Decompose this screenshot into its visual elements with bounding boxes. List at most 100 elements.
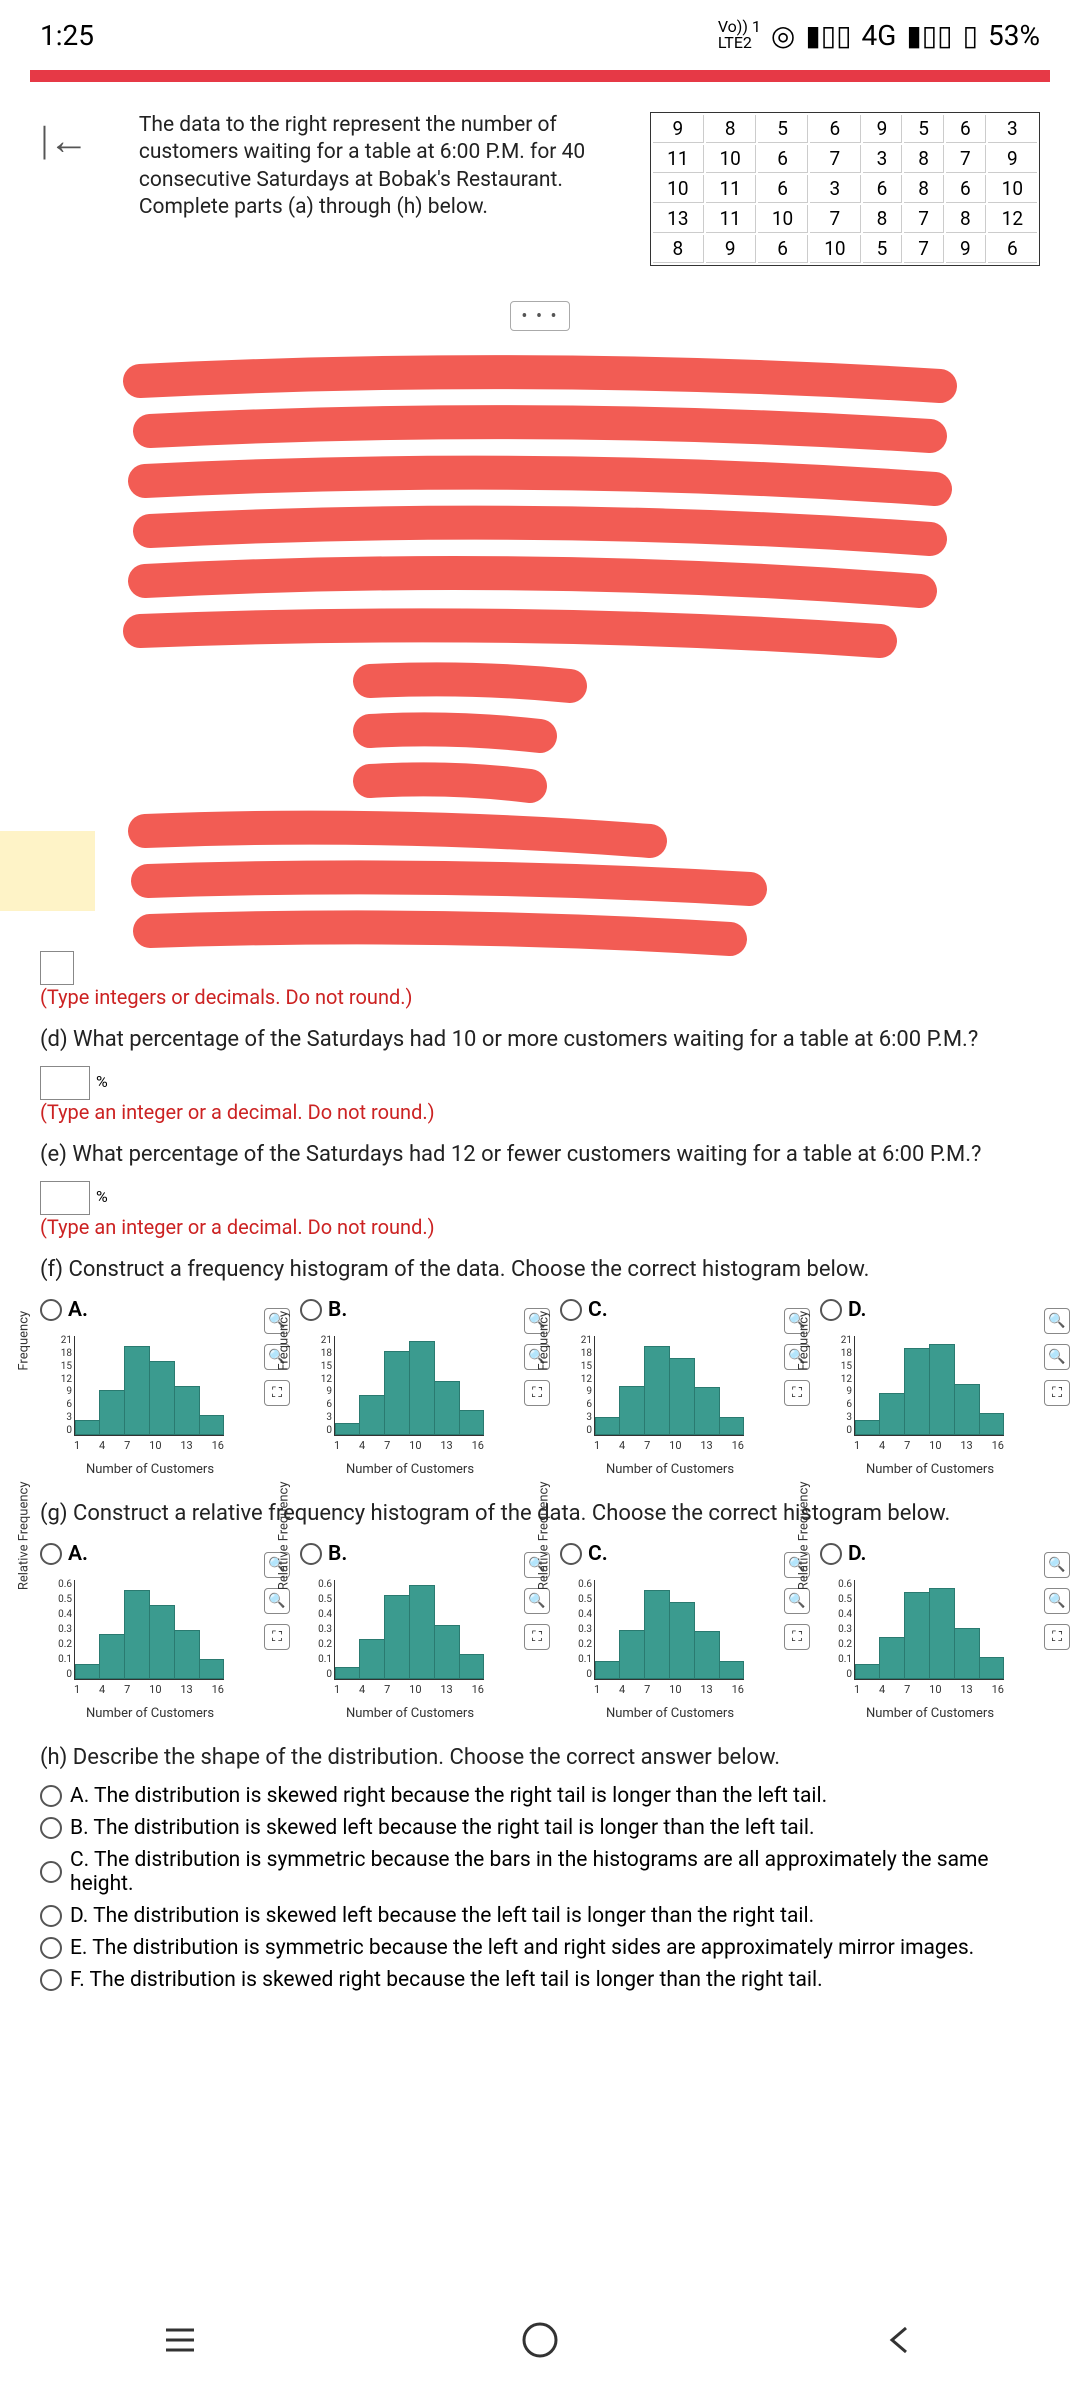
data-cell: 3: [810, 175, 860, 203]
zoom-out-icon[interactable]: 🔍: [264, 1588, 290, 1614]
chart-option[interactable]: B. Relative Frequency 00.10.20.30.40.50.…: [300, 1542, 520, 1721]
more-button[interactable]: • • •: [510, 301, 570, 331]
radio[interactable]: [40, 1299, 62, 1321]
data-cell: 8: [653, 235, 703, 263]
y-axis-label: Relative Frequency: [537, 1481, 552, 1590]
data-cell: 8: [904, 145, 944, 173]
radio[interactable]: [820, 1543, 842, 1565]
option-label: C.: [588, 1298, 608, 1322]
data-cell: 11: [653, 145, 703, 173]
input-e[interactable]: [40, 1181, 90, 1215]
radio[interactable]: [300, 1543, 322, 1565]
expand-icon[interactable]: ⛶: [1044, 1624, 1070, 1650]
answer-option[interactable]: F. The distribution is skewed right beca…: [40, 1968, 1040, 1992]
radio[interactable]: [40, 1969, 62, 1991]
back-button[interactable]: |←: [40, 117, 89, 164]
radio[interactable]: [40, 1785, 62, 1807]
data-cell: 9: [988, 145, 1037, 173]
data-cell: 10: [988, 175, 1037, 203]
option-label: D.: [848, 1542, 867, 1566]
x-ticks: 147101316: [594, 1683, 744, 1696]
y-ticks: 00.10.20.30.40.50.6: [820, 1580, 852, 1680]
data-cell: 8: [863, 205, 903, 233]
answer-option[interactable]: C. The distribution is symmetric because…: [40, 1848, 1040, 1896]
radio[interactable]: [820, 1299, 842, 1321]
data-cell: 9: [706, 235, 756, 263]
y-ticks: 036912151821: [560, 1336, 592, 1436]
expand-icon[interactable]: ⛶: [784, 1624, 810, 1650]
y-ticks: 00.10.20.30.40.50.6: [300, 1580, 332, 1680]
radio[interactable]: [560, 1299, 582, 1321]
data-cell: 5: [863, 235, 903, 263]
expand-icon[interactable]: ⛶: [524, 1380, 550, 1406]
answer-option[interactable]: D. The distribution is skewed left becau…: [40, 1904, 1040, 1928]
question-d: (d) What percentage of the Saturdays had…: [40, 1023, 1040, 1056]
battery-pct: 53%: [988, 19, 1040, 52]
x-ticks: 147101316: [74, 1439, 224, 1452]
chart-option[interactable]: C. Relative Frequency 00.10.20.30.40.50.…: [560, 1542, 780, 1721]
data-cell: 7: [904, 205, 944, 233]
zoom-out-icon[interactable]: 🔍: [1044, 1344, 1070, 1370]
expand-icon[interactable]: ⛶: [264, 1380, 290, 1406]
histogram-bars: [594, 1580, 744, 1680]
data-cell: 6: [946, 115, 986, 143]
chart-option[interactable]: A. Relative Frequency 00.10.20.30.40.50.…: [40, 1542, 260, 1721]
lte-icon: Vo)) 1 LTE2: [718, 19, 761, 51]
answer-option[interactable]: A. The distribution is skewed right beca…: [40, 1784, 1040, 1808]
chart-option[interactable]: A. Frequency 036912151821 147101316 Numb…: [40, 1298, 260, 1477]
input-d[interactable]: [40, 1066, 90, 1100]
y-axis-label: Relative Frequency: [797, 1481, 812, 1590]
data-cell: 7: [810, 145, 860, 173]
zoom-in-icon[interactable]: 🔍: [1044, 1308, 1070, 1334]
option-label: B.: [328, 1298, 347, 1322]
radio[interactable]: [40, 1905, 62, 1927]
data-cell: 6: [758, 175, 808, 203]
radio[interactable]: [40, 1817, 62, 1839]
data-cell: 8: [946, 205, 986, 233]
y-axis-label: Relative Frequency: [277, 1481, 292, 1590]
expand-icon[interactable]: ⛶: [784, 1380, 810, 1406]
recent-apps-button[interactable]: [156, 2316, 204, 2364]
home-button[interactable]: [516, 2316, 564, 2364]
data-cell: 6: [946, 175, 986, 203]
y-axis-label: Frequency: [537, 1311, 552, 1371]
radio[interactable]: [40, 1861, 62, 1883]
zoom-out-icon[interactable]: 🔍: [524, 1588, 550, 1614]
progress-bar: [30, 70, 1050, 82]
histogram-bars: [74, 1580, 224, 1680]
data-cell: 13: [653, 205, 703, 233]
y-axis-label: Relative Frequency: [17, 1481, 32, 1590]
expand-icon[interactable]: ⛶: [524, 1624, 550, 1650]
zoom-out-icon[interactable]: 🔍: [784, 1588, 810, 1614]
x-ticks: 147101316: [594, 1439, 744, 1452]
chart-option[interactable]: D. Relative Frequency 00.10.20.30.40.50.…: [820, 1542, 1040, 1721]
x-axis-label: Number of Customers: [40, 1706, 260, 1721]
option-text: E. The distribution is symmetric because…: [70, 1936, 974, 1960]
answer-option[interactable]: E. The distribution is symmetric because…: [40, 1936, 1040, 1960]
back-nav-button[interactable]: [876, 2316, 924, 2364]
x-ticks: 147101316: [74, 1683, 224, 1696]
radio[interactable]: [40, 1937, 62, 1959]
zoom-in-icon[interactable]: 🔍: [1044, 1552, 1070, 1578]
x-ticks: 147101316: [334, 1439, 484, 1452]
data-cell: 10: [706, 145, 756, 173]
zoom-out-icon[interactable]: 🔍: [1044, 1588, 1070, 1614]
answer-option[interactable]: B. The distribution is skewed left becau…: [40, 1816, 1040, 1840]
radio[interactable]: [560, 1543, 582, 1565]
chart-option[interactable]: C. Frequency 036912151821 147101316 Numb…: [560, 1298, 780, 1477]
radio[interactable]: [300, 1299, 322, 1321]
histogram-bars: [74, 1336, 224, 1436]
data-cell: 5: [758, 115, 808, 143]
data-table: 9856956311106738791011636861013111078781…: [650, 112, 1040, 266]
x-ticks: 147101316: [854, 1439, 1004, 1452]
pct-e: %: [96, 1187, 108, 1206]
x-axis-label: Number of Customers: [40, 1462, 260, 1477]
histogram-bars: [854, 1580, 1004, 1680]
radio[interactable]: [40, 1543, 62, 1565]
y-ticks: 036912151821: [820, 1336, 852, 1436]
expand-icon[interactable]: ⛶: [264, 1624, 290, 1650]
chart-option[interactable]: D. Frequency 036912151821 147101316 Numb…: [820, 1298, 1040, 1477]
expand-icon[interactable]: ⛶: [1044, 1380, 1070, 1406]
status-right: Vo)) 1 LTE2 ◎ ▮▯▯ 4G ▮▯▯ ▯ 53%: [718, 19, 1040, 52]
chart-option[interactable]: B. Frequency 036912151821 147101316 Numb…: [300, 1298, 520, 1477]
